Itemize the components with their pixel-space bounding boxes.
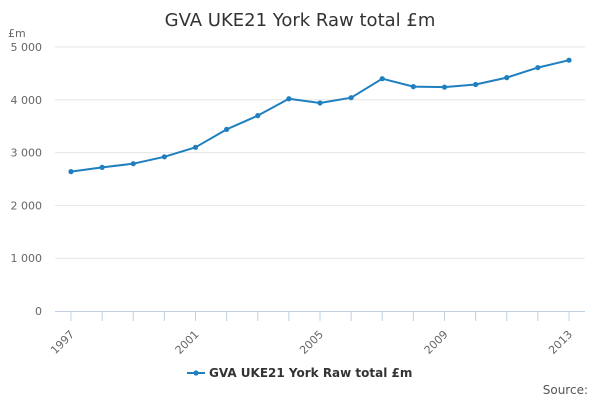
legend[interactable]: GVA UKE21 York Raw total £m [187, 366, 412, 380]
data-point[interactable] [192, 144, 199, 150]
y-tick-label: 2 000 [11, 199, 43, 212]
y-tick-label: 1 000 [11, 252, 43, 265]
x-tick-label: 2013 [546, 328, 575, 357]
data-point[interactable] [348, 95, 354, 101]
data-point[interactable] [130, 161, 136, 167]
x-tick-label: 2005 [297, 328, 326, 357]
legend-label[interactable]: GVA UKE21 York Raw total £m [209, 366, 412, 380]
x-tick-label: 1997 [48, 328, 77, 357]
y-tick-label: 5 000 [11, 41, 43, 54]
data-point[interactable] [410, 84, 416, 90]
chart-title: GVA UKE21 York Raw total £m [165, 10, 436, 31]
x-tick-label: 2009 [422, 328, 451, 357]
data-point[interactable] [473, 81, 479, 88]
y-axis-ticks: 0 1 000 2 000 3 000 4 000 5 000 [11, 41, 43, 318]
data-point[interactable] [255, 113, 261, 119]
data-point[interactable] [317, 100, 323, 106]
data-point[interactable] [566, 57, 572, 63]
y-tick-label: 4 000 [11, 94, 43, 107]
x-axis: 1997 2001 2005 2009 2013 [48, 311, 585, 357]
data-point[interactable] [535, 64, 541, 71]
data-point[interactable] [504, 75, 510, 81]
gridlines [55, 46, 585, 259]
y-tick-label: 0 [35, 305, 42, 318]
data-point[interactable] [99, 164, 105, 170]
source-label: Source: [543, 383, 588, 397]
series-line [70, 59, 570, 173]
data-point[interactable] [286, 96, 292, 102]
data-point[interactable] [441, 84, 448, 90]
data-point[interactable] [224, 126, 230, 132]
series-group [68, 57, 572, 175]
data-point[interactable] [379, 76, 385, 82]
data-point[interactable] [161, 154, 167, 160]
y-axis-unit-label: £m [8, 27, 26, 40]
data-point[interactable] [68, 169, 74, 175]
legend-marker [193, 370, 199, 376]
y-tick-label: 3 000 [11, 147, 43, 160]
x-tick-label: 2001 [173, 328, 202, 357]
